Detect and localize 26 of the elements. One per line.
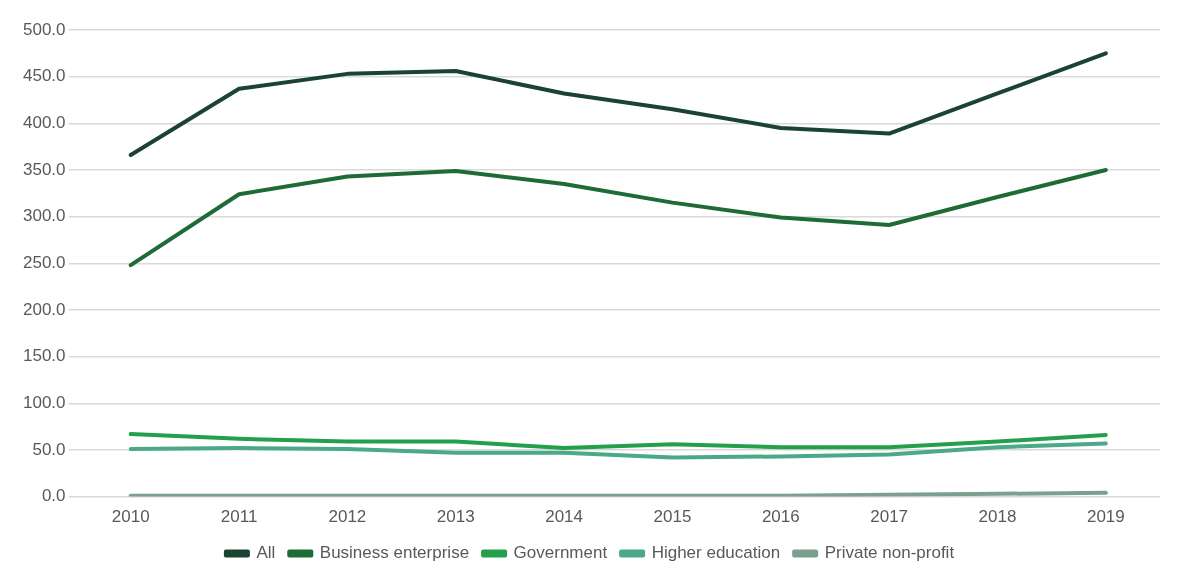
x-tick-label: 2019 [1086, 507, 1125, 527]
x-tick-label: 2014 [545, 507, 584, 527]
y-tick-label: 500.0 [22, 19, 66, 39]
x-tick-label: 2011 [220, 507, 258, 527]
x-tick-label: 2013 [436, 507, 475, 527]
x-tick-label: 2018 [978, 507, 1017, 527]
x-tick-label: 2010 [111, 507, 150, 527]
legend-label: Private non-profit [824, 543, 955, 563]
y-tick-label: 350.0 [22, 159, 66, 179]
y-tick-label: 100.0 [22, 392, 66, 412]
x-tick-label: 2016 [761, 507, 800, 527]
x-tick-label: 2015 [653, 507, 692, 527]
x-tick-label: 2017 [870, 507, 909, 527]
y-tick-label: 0.0 [41, 486, 66, 506]
y-tick-label: 250.0 [22, 252, 66, 272]
y-tick-label: 200.0 [22, 299, 66, 319]
x-tick-label: 2012 [328, 507, 367, 527]
y-tick-label: 400.0 [22, 113, 66, 133]
y-tick-label: 150.0 [22, 346, 66, 366]
legend-label: Business enterprise [319, 543, 470, 563]
y-tick-label: 450.0 [22, 66, 66, 86]
legend-label: All [256, 543, 276, 563]
legend-label: Government [513, 543, 608, 563]
y-tick-label: 50.0 [32, 439, 66, 459]
y-tick-label: 300.0 [22, 206, 66, 226]
legend-label: Higher education [651, 543, 781, 563]
